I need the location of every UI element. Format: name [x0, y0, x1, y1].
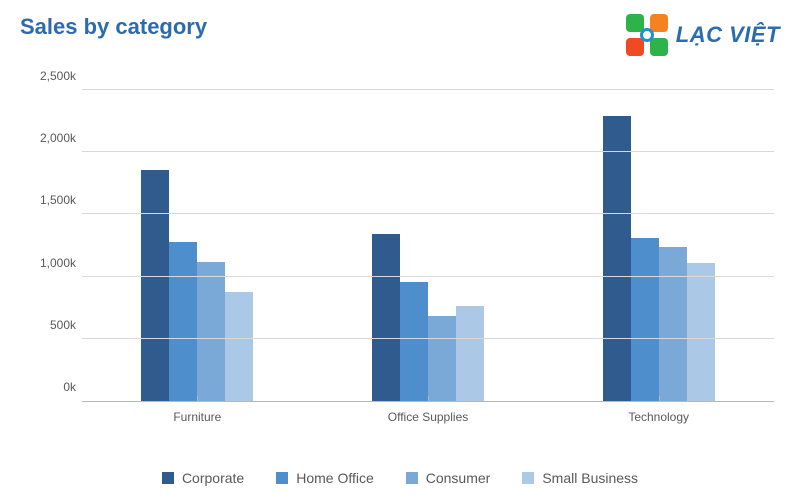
- legend-item: Small Business: [522, 470, 638, 486]
- bar: [197, 262, 225, 401]
- bars-layer: [82, 90, 774, 401]
- bar: [631, 238, 659, 401]
- y-tick-label: 0k: [63, 380, 76, 394]
- legend-label: Consumer: [426, 470, 491, 486]
- gridline: [82, 151, 774, 152]
- bar: [428, 316, 456, 401]
- gridline: [82, 89, 774, 90]
- bar-group: [82, 90, 313, 401]
- logo-icon: [626, 14, 668, 56]
- x-tick-label: Furniture: [82, 402, 313, 430]
- legend-swatch: [522, 472, 534, 484]
- legend-item: Corporate: [162, 470, 244, 486]
- legend-item: Home Office: [276, 470, 374, 486]
- x-tick: [197, 396, 198, 402]
- bar: [603, 116, 631, 401]
- gridline: [82, 338, 774, 339]
- legend-label: Corporate: [182, 470, 244, 486]
- chart-container: { "logo": { "text": "LẠC VIỆT", "text_co…: [0, 0, 800, 500]
- y-tick-label: 2,500k: [40, 69, 76, 83]
- bar: [687, 263, 715, 401]
- y-tick-label: 2,000k: [40, 131, 76, 145]
- bar: [659, 247, 687, 401]
- bar: [169, 242, 197, 401]
- bar-group: [313, 90, 544, 401]
- y-tick-label: 1,000k: [40, 256, 76, 270]
- brand-logo: LẠC VIỆT: [626, 14, 780, 56]
- x-axis: FurnitureOffice SuppliesTechnology: [82, 402, 774, 430]
- bar-group: [543, 90, 774, 401]
- bar: [225, 292, 253, 401]
- plot-area: 0k500k1,000k1,500k2,000k2,500k: [82, 90, 774, 402]
- gridline: [82, 276, 774, 277]
- legend-label: Small Business: [542, 470, 638, 486]
- x-tick-label: Office Supplies: [313, 402, 544, 430]
- legend-item: Consumer: [406, 470, 491, 486]
- x-tick: [659, 396, 660, 402]
- bar: [372, 234, 400, 401]
- bar: [141, 170, 169, 401]
- bar: [400, 282, 428, 401]
- logo-text: LẠC VIỆT: [676, 22, 780, 48]
- legend-swatch: [276, 472, 288, 484]
- gridline: [82, 213, 774, 214]
- legend-label: Home Office: [296, 470, 374, 486]
- x-tick-label: Technology: [543, 402, 774, 430]
- legend-swatch: [406, 472, 418, 484]
- legend-swatch: [162, 472, 174, 484]
- bar: [456, 306, 484, 401]
- legend: Corporate Home Office Consumer Small Busine…: [0, 470, 800, 486]
- y-tick-label: 1,500k: [40, 193, 76, 207]
- x-tick: [428, 396, 429, 402]
- logo-square-bl: [626, 38, 644, 56]
- logo-square-br: [650, 38, 668, 56]
- chart-area: 0k500k1,000k1,500k2,000k2,500k Furniture…: [20, 90, 780, 430]
- logo-ring: [640, 28, 654, 42]
- logo-square-tr: [650, 14, 668, 32]
- y-tick-label: 500k: [50, 318, 76, 332]
